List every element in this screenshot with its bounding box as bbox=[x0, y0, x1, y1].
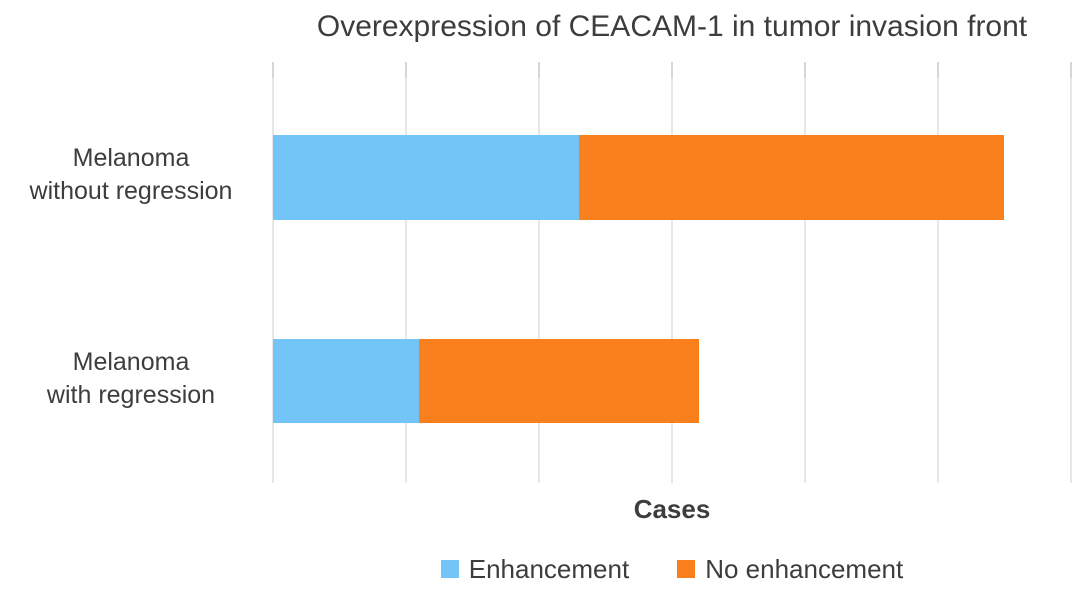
legend: Enhancement No enhancement bbox=[273, 551, 1071, 587]
category-label-line: Melanoma bbox=[72, 348, 190, 376]
category-label-melanoma-with-regression: Melanoma with regression bbox=[0, 346, 262, 412]
bar-row-melanoma-with-regression bbox=[273, 339, 1071, 423]
legend-item-no-enhancement: No enhancement bbox=[677, 554, 903, 585]
gridline bbox=[404, 62, 407, 483]
gridline bbox=[937, 62, 939, 483]
category-label-line: with regression bbox=[46, 381, 216, 409]
gridline bbox=[671, 62, 673, 483]
chart-title: Overexpression of CEACAM-1 in tumor inva… bbox=[316, 10, 1028, 43]
legend-swatch-no-enhancement bbox=[677, 560, 696, 578]
legend-swatch-enhancement bbox=[440, 560, 459, 578]
plot-area bbox=[272, 62, 1072, 483]
gridline bbox=[1070, 62, 1072, 483]
x-axis-title: Cases bbox=[633, 494, 711, 524]
legend-label-no-enhancement: No enhancement bbox=[705, 553, 904, 584]
legend-item-enhancement: Enhancement bbox=[440, 553, 630, 585]
category-label-line: without regression bbox=[29, 177, 233, 205]
bar-segment-enhancement bbox=[273, 339, 420, 423]
bar-row-melanoma-without-regression bbox=[273, 135, 1071, 220]
category-label-melanoma-without-regression: Melanoma without regression bbox=[0, 142, 262, 208]
legend-label-enhancement: Enhancement bbox=[468, 553, 630, 584]
gridline bbox=[803, 62, 806, 483]
gridline bbox=[537, 62, 540, 483]
bar-segment-no-enhancement bbox=[578, 135, 1005, 220]
gridline bbox=[272, 62, 274, 483]
category-label-line: Melanoma bbox=[72, 144, 190, 172]
bar-segment-no-enhancement bbox=[419, 339, 699, 423]
bar-segment-enhancement bbox=[273, 135, 579, 220]
